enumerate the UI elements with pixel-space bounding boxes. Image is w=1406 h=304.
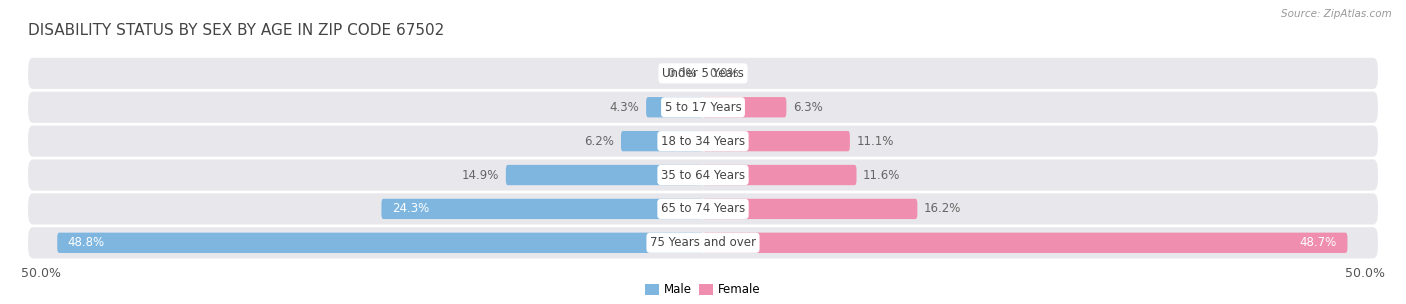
FancyBboxPatch shape xyxy=(703,165,856,185)
Text: 24.3%: 24.3% xyxy=(392,202,429,216)
Text: 14.9%: 14.9% xyxy=(461,168,499,181)
FancyBboxPatch shape xyxy=(58,233,703,253)
FancyBboxPatch shape xyxy=(703,97,786,117)
Text: 11.1%: 11.1% xyxy=(856,135,894,148)
FancyBboxPatch shape xyxy=(28,126,1378,157)
Text: 75 Years and over: 75 Years and over xyxy=(650,236,756,249)
FancyBboxPatch shape xyxy=(506,165,703,185)
Text: 48.8%: 48.8% xyxy=(67,236,105,249)
FancyBboxPatch shape xyxy=(703,199,917,219)
FancyBboxPatch shape xyxy=(647,97,703,117)
Text: 18 to 34 Years: 18 to 34 Years xyxy=(661,135,745,148)
Text: 16.2%: 16.2% xyxy=(924,202,962,216)
FancyBboxPatch shape xyxy=(621,131,703,151)
FancyBboxPatch shape xyxy=(28,159,1378,191)
Text: 4.3%: 4.3% xyxy=(610,101,640,114)
Text: DISABILITY STATUS BY SEX BY AGE IN ZIP CODE 67502: DISABILITY STATUS BY SEX BY AGE IN ZIP C… xyxy=(28,23,444,38)
FancyBboxPatch shape xyxy=(703,233,1347,253)
Text: 0.0%: 0.0% xyxy=(666,67,696,80)
Text: Source: ZipAtlas.com: Source: ZipAtlas.com xyxy=(1281,9,1392,19)
Legend: Male, Female: Male, Female xyxy=(641,278,765,301)
FancyBboxPatch shape xyxy=(28,58,1378,89)
FancyBboxPatch shape xyxy=(28,92,1378,123)
Text: 6.3%: 6.3% xyxy=(793,101,823,114)
Text: 48.7%: 48.7% xyxy=(1299,236,1337,249)
Text: 65 to 74 Years: 65 to 74 Years xyxy=(661,202,745,216)
FancyBboxPatch shape xyxy=(28,193,1378,224)
Text: 0.0%: 0.0% xyxy=(710,67,740,80)
Text: 6.2%: 6.2% xyxy=(585,135,614,148)
FancyBboxPatch shape xyxy=(381,199,703,219)
FancyBboxPatch shape xyxy=(703,131,849,151)
Text: Under 5 Years: Under 5 Years xyxy=(662,67,744,80)
FancyBboxPatch shape xyxy=(28,227,1378,258)
Text: 5 to 17 Years: 5 to 17 Years xyxy=(665,101,741,114)
Text: 35 to 64 Years: 35 to 64 Years xyxy=(661,168,745,181)
Text: 11.6%: 11.6% xyxy=(863,168,900,181)
